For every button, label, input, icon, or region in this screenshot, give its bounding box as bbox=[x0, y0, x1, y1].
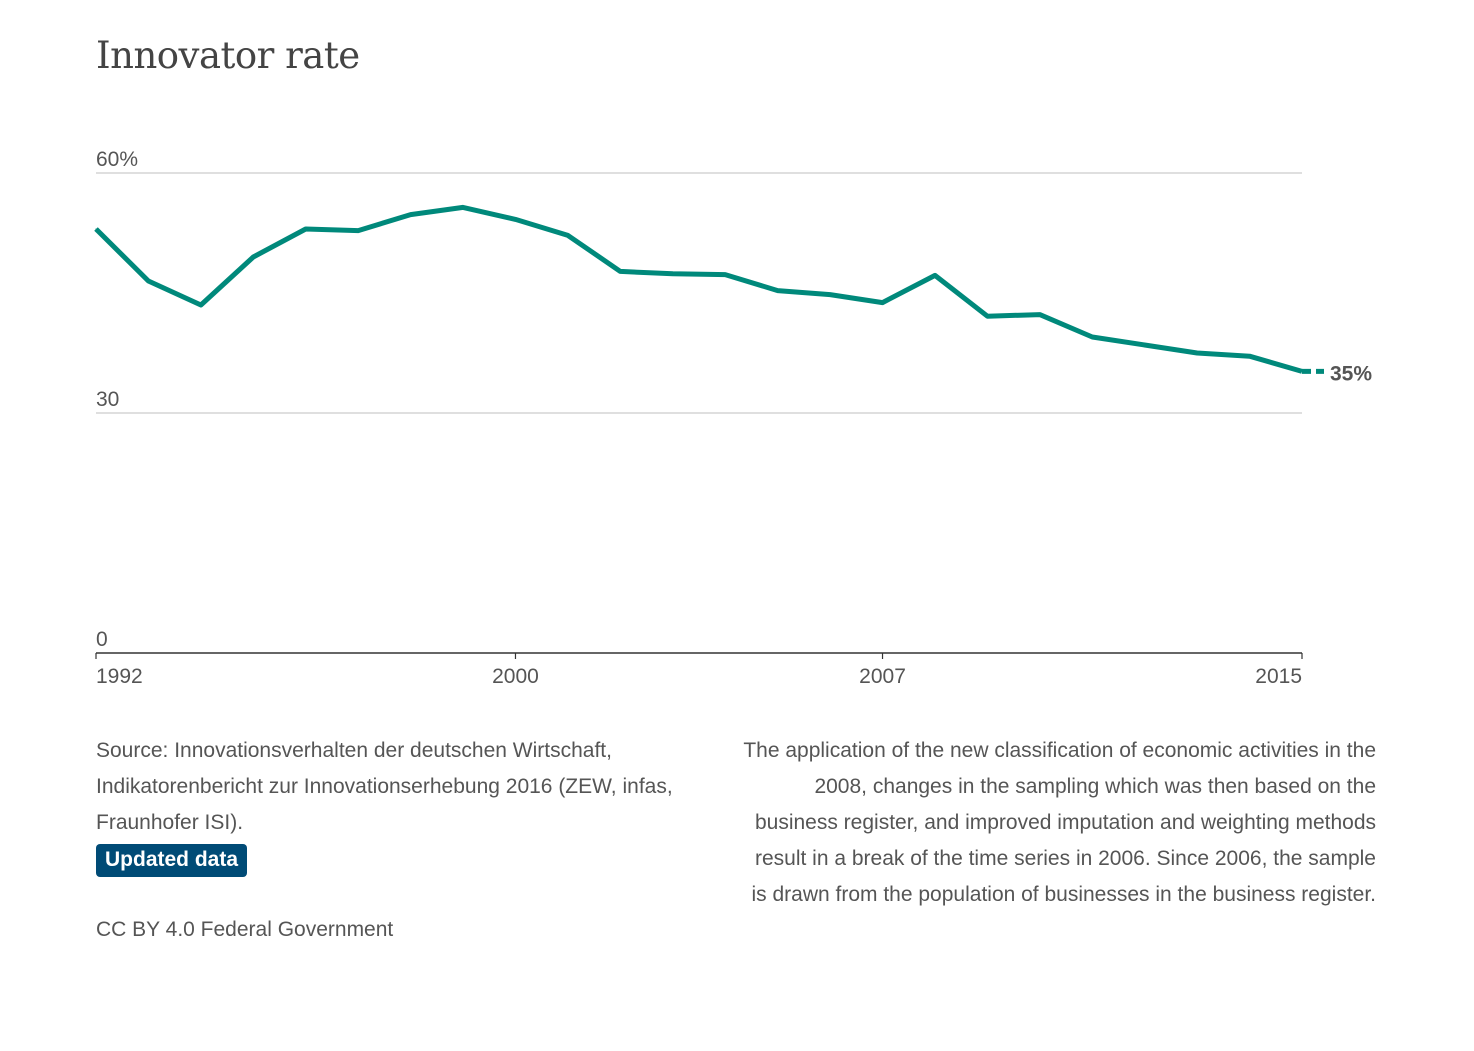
data-point bbox=[305, 229, 306, 230]
x-tick-label: 2007 bbox=[859, 665, 906, 688]
line-chart: 60% 30 0 1992 2000 2007 2015 35% bbox=[0, 0, 1474, 720]
license-text: CC BY 4.0 Federal Government bbox=[96, 912, 393, 948]
x-axis-ticks: 1992 2000 2007 2015 bbox=[96, 653, 1302, 688]
data-point bbox=[1039, 314, 1040, 315]
data-point bbox=[96, 229, 97, 230]
x-tick-label: 2000 bbox=[492, 665, 539, 688]
data-point bbox=[1144, 345, 1145, 346]
data-point bbox=[830, 294, 831, 295]
data-point bbox=[620, 271, 621, 272]
y-tick-label: 60% bbox=[96, 148, 138, 171]
end-value-label: 35% bbox=[1330, 362, 1372, 385]
data-point bbox=[987, 316, 988, 317]
data-point bbox=[1092, 337, 1093, 338]
x-tick-label: 1992 bbox=[96, 665, 143, 688]
data-point bbox=[882, 302, 883, 303]
series-layer: 35% bbox=[96, 207, 1373, 386]
data-point bbox=[515, 219, 516, 220]
y-axis-ticks: 60% 30 0 bbox=[96, 148, 138, 651]
methodology-note: The application of the new classificatio… bbox=[740, 733, 1376, 913]
data-point bbox=[672, 273, 673, 274]
data-point bbox=[1197, 353, 1198, 354]
data-point bbox=[410, 214, 411, 215]
data-point bbox=[725, 274, 726, 275]
data-point bbox=[358, 230, 359, 231]
y-tick-label: 0 bbox=[96, 628, 108, 651]
source-block: Source: Innovationsverhalten der deutsch… bbox=[96, 733, 736, 878]
source-text: Source: Innovationsverhalten der deutsch… bbox=[96, 733, 736, 841]
data-point bbox=[148, 281, 149, 282]
data-point bbox=[934, 275, 935, 276]
series-line bbox=[96, 207, 1302, 371]
data-point bbox=[463, 207, 464, 208]
x-tick-label: 2015 bbox=[1255, 665, 1302, 688]
updated-data-badge[interactable]: Updated data bbox=[96, 844, 247, 877]
y-tick-label: 30 bbox=[96, 388, 119, 411]
data-point bbox=[777, 290, 778, 291]
data-point bbox=[1249, 356, 1250, 357]
data-point bbox=[253, 257, 254, 258]
data-point bbox=[200, 305, 201, 306]
data-point bbox=[567, 235, 568, 236]
